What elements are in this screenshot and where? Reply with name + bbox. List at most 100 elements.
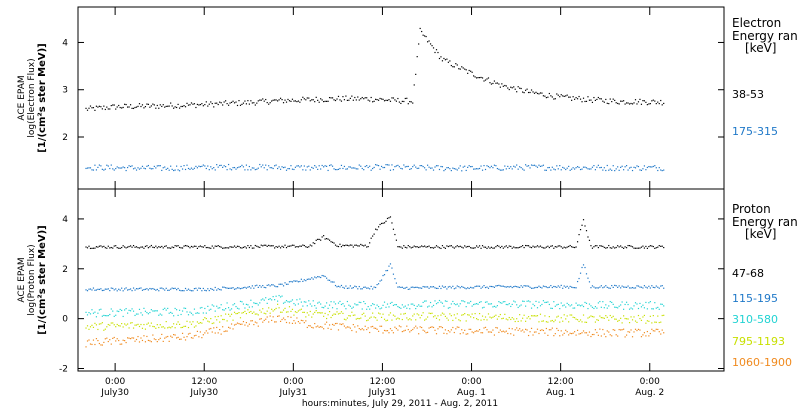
data-point: [490, 317, 493, 319]
data-point: [419, 165, 421, 167]
data-point: [452, 66, 454, 68]
data-point: [499, 86, 501, 88]
data-point: [164, 289, 166, 291]
data-point: [478, 167, 481, 170]
data-point: [643, 285, 646, 287]
data-point: [432, 169, 435, 171]
data-point: [100, 165, 102, 167]
data-point: [306, 278, 308, 280]
data-point: [244, 310, 246, 313]
data-point: [253, 167, 255, 169]
data-point: [456, 313, 458, 315]
data-point: [180, 290, 182, 292]
data-point: [474, 330, 476, 333]
data-point: [576, 241, 579, 243]
data-point: [480, 247, 482, 249]
data-point: [110, 104, 112, 107]
data-point: [462, 67, 464, 69]
data-point: [657, 286, 659, 288]
data-point: [593, 333, 595, 336]
data-point: [484, 326, 487, 328]
data-point: [337, 245, 340, 248]
data-point: [538, 164, 540, 166]
data-point: [401, 286, 403, 288]
data-point: [484, 301, 487, 303]
data-point: [177, 169, 179, 171]
data-point: [505, 85, 507, 87]
data-point: [165, 320, 167, 323]
data-point: [238, 245, 240, 248]
data-point: [584, 225, 586, 227]
data-point: [104, 288, 106, 290]
data-point: [624, 317, 626, 320]
data-point: [317, 99, 319, 101]
data-point: [612, 246, 614, 248]
data-point: [186, 289, 188, 291]
data-point: [574, 98, 576, 100]
data-point: [153, 338, 155, 340]
data-point: [241, 287, 243, 289]
data-point: [134, 340, 136, 342]
data-point: [527, 300, 530, 302]
data-point: [599, 98, 601, 100]
data-point: [377, 330, 380, 332]
data-point: [450, 245, 452, 247]
data-point: [375, 317, 377, 319]
data-point: [536, 315, 539, 317]
data-point: [565, 329, 567, 331]
data-point: [545, 169, 547, 171]
data-point: [646, 287, 648, 289]
data-point: [596, 98, 598, 101]
data-point: [183, 307, 185, 309]
data-point: [251, 167, 253, 169]
data-point: [308, 300, 310, 302]
data-point: [239, 247, 242, 249]
data-point: [429, 326, 432, 328]
data-point: [600, 335, 602, 337]
data-point: [395, 100, 398, 102]
data-point: [449, 306, 451, 309]
data-point: [578, 95, 580, 98]
data-point: [216, 102, 218, 104]
data-point: [489, 285, 491, 288]
data-point: [318, 101, 320, 103]
data-point: [256, 302, 258, 305]
data-point: [235, 168, 237, 170]
data-point: [190, 245, 193, 248]
data-point: [174, 245, 176, 247]
series-47-68: [85, 216, 665, 250]
data-point: [599, 300, 601, 303]
data-point: [611, 247, 613, 249]
data-point: [375, 228, 377, 230]
data-point: [596, 245, 598, 247]
data-point: [630, 245, 632, 247]
data-point: [195, 312, 197, 314]
data-point: [213, 289, 215, 291]
data-point: [345, 327, 347, 329]
data-point: [333, 99, 335, 101]
data-point: [259, 246, 261, 249]
data-point: [643, 307, 646, 309]
data-point: [351, 244, 353, 246]
data-point: [456, 285, 458, 287]
data-point: [511, 328, 513, 330]
data-point: [232, 287, 234, 289]
data-point: [349, 285, 351, 287]
data-point: [311, 316, 313, 318]
data-point: [403, 164, 405, 166]
data-point: [144, 310, 147, 312]
data-point: [323, 166, 325, 168]
data-point: [550, 245, 552, 247]
data-point: [517, 86, 519, 88]
data-point: [516, 164, 518, 166]
data-point: [609, 98, 611, 100]
data-point: [449, 331, 451, 333]
data-point: [637, 165, 640, 168]
data-point: [634, 320, 637, 322]
data-point: [492, 247, 494, 249]
data-point: [603, 246, 605, 249]
data-point: [658, 287, 660, 289]
data-point: [375, 98, 377, 100]
data-point: [623, 169, 625, 171]
data-point: [511, 317, 513, 319]
